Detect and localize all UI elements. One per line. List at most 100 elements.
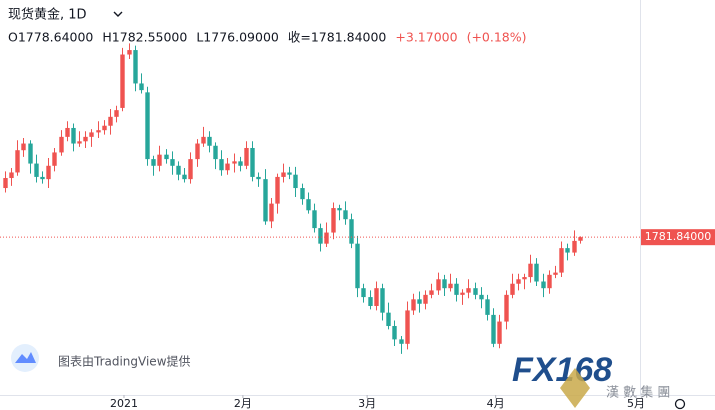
last-price-label: 1781.84000 (645, 230, 711, 243)
candle-body (460, 292, 465, 295)
candle-body (553, 272, 558, 275)
candle-body (300, 188, 305, 200)
candle-body (250, 147, 255, 177)
candle-body (157, 154, 162, 166)
candle-body (263, 179, 268, 222)
candle-body (170, 159, 175, 166)
candle-body (559, 248, 564, 273)
candle-body (145, 92, 150, 160)
candle-body (392, 326, 397, 340)
candle-body (3, 178, 8, 189)
logo-text: FX168 (512, 351, 612, 389)
candle-body (374, 288, 379, 306)
candle-body (281, 172, 286, 177)
candle-body (578, 237, 583, 241)
candle-body (133, 50, 138, 84)
candle-body (473, 288, 478, 295)
candle-body (244, 147, 249, 166)
candle-body (120, 54, 125, 108)
gear-icon[interactable] (674, 398, 686, 410)
last-price-badge (641, 229, 715, 246)
candle-body (28, 143, 33, 164)
candle-body (306, 199, 311, 211)
candle-body (423, 294, 428, 304)
candle-body (139, 83, 144, 91)
candle-body (238, 161, 243, 166)
candle-body (442, 279, 447, 289)
candle-body (182, 174, 187, 180)
candle-body (201, 136, 206, 144)
candle-body (349, 219, 354, 244)
candle-body (343, 210, 348, 220)
candle-body (114, 110, 119, 117)
candle-body (479, 294, 484, 300)
watermark-text: 图表由TradingView提供 (58, 354, 191, 369)
candle-body (40, 176, 45, 180)
candle-body (232, 161, 237, 164)
settings-gear[interactable] (674, 398, 686, 410)
candle-body (275, 176, 280, 204)
candle-body (15, 150, 20, 173)
symbol-title: 现货黄金, 1D (8, 7, 87, 23)
candle-body (89, 132, 94, 137)
candle-body (318, 228, 323, 244)
candle-body (466, 288, 471, 293)
candle-body (188, 159, 193, 180)
candle-body (454, 283, 459, 295)
interval-chevron[interactable] (113, 11, 123, 17)
candle-body (127, 50, 132, 55)
plot-area (3, 43, 583, 354)
x-tick-label: 2月 (234, 397, 252, 410)
candle-body (528, 263, 533, 278)
candle-body (59, 136, 64, 153)
candle-body (46, 165, 51, 180)
x-tick-label: 2021 (110, 397, 138, 410)
candle-body (448, 283, 453, 289)
ohlc-value: L1776.09000 (196, 30, 279, 45)
watermark: 图表由TradingView提供 (11, 344, 191, 372)
candle-body (256, 176, 261, 180)
candle-body (497, 321, 502, 344)
x-tick-label: 5月 (627, 397, 645, 410)
candle-body (71, 127, 76, 144)
ohlc-value: (+0.18%) (467, 30, 527, 45)
candle-body (380, 288, 385, 313)
candle-body (504, 294, 509, 322)
candle-body (207, 136, 212, 146)
candle-body (572, 240, 577, 253)
candle-body (368, 297, 373, 306)
candle-body (287, 172, 292, 175)
candle-body (102, 125, 107, 131)
ohlc-value: O1778.64000 (8, 30, 93, 45)
candle-body (337, 208, 342, 211)
candle-body (417, 299, 422, 304)
x-tick-label: 4月 (487, 397, 505, 410)
candle-body (485, 299, 490, 315)
candle-body (176, 165, 181, 175)
candle-body (331, 208, 336, 233)
candle-body (108, 116, 113, 126)
ohlc-legend: O1778.64000 H1782.55000 L1776.09000 收=1781.… (8, 30, 527, 45)
logo-diamond (560, 368, 590, 408)
ohlc-value: +3.17000 (395, 30, 457, 45)
candle-body (151, 159, 156, 166)
candle-body (491, 314, 496, 344)
x-tick-label: 3月 (358, 397, 376, 410)
candle-body (195, 143, 200, 160)
tv-logo-icon (15, 352, 36, 363)
candle-body (9, 172, 14, 179)
candle-body (411, 299, 416, 311)
candle-body (405, 310, 410, 344)
candle-body (386, 312, 391, 327)
fx168-logo: FX168 漢 數 集 團 (511, 350, 670, 408)
candle-body (293, 174, 298, 189)
candle-body (77, 141, 82, 144)
candle-body (219, 159, 224, 171)
ohlc-value: 收=1781.84000 (288, 30, 387, 45)
candle-body (269, 203, 274, 222)
candle-body (516, 279, 521, 284)
candle-body (65, 127, 70, 137)
candle-body (429, 290, 434, 295)
candle-body (96, 130, 101, 133)
